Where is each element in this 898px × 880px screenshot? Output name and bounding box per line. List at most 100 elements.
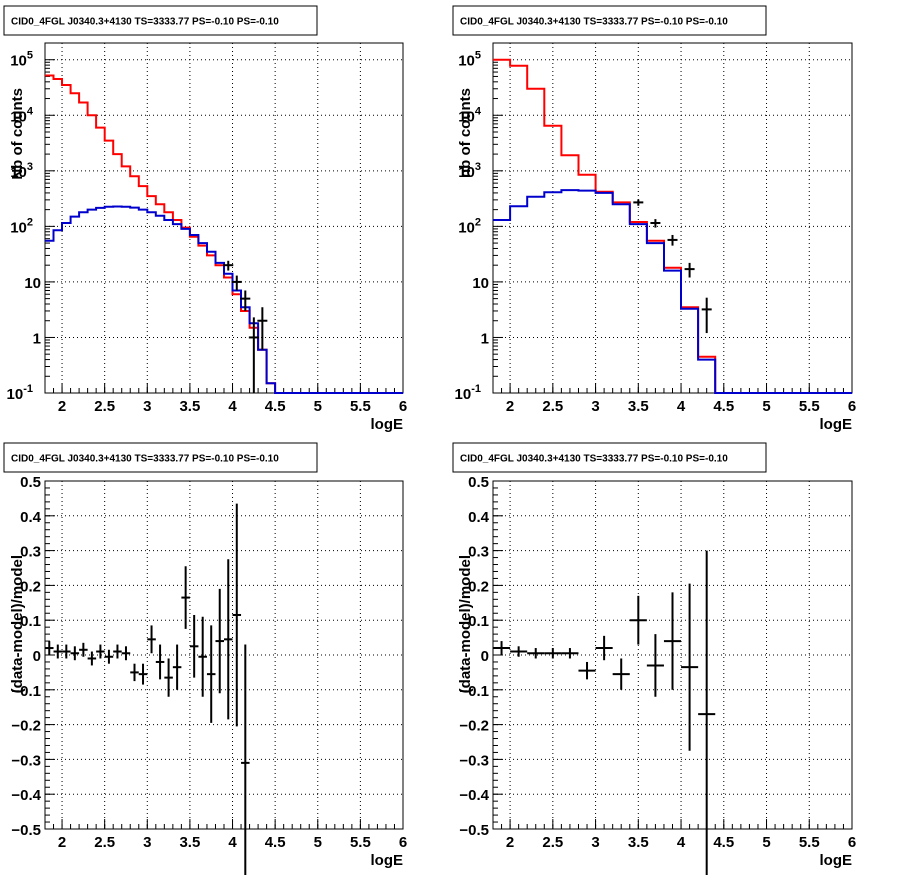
y-tick-label: 10-1 (455, 383, 481, 403)
x-tick-label: 4.5 (265, 398, 286, 415)
x-tick-label: 4.5 (265, 834, 286, 851)
x-tick-label: 5 (762, 398, 770, 415)
y-tick-label: −0.4 (459, 787, 489, 804)
y-tick-label: 0 (33, 648, 41, 665)
y-tick-label: −0.4 (11, 787, 41, 804)
y-tick-label: 105 (10, 50, 33, 70)
x-tick-label: 3.5 (628, 398, 649, 415)
y-tick-label: 0.5 (468, 474, 489, 491)
title-box (3, 5, 318, 36)
chart-title: CID0_4FGL J0340.3+4130 TS=3333.77 PS=-0.… (11, 454, 279, 465)
x-tick-label: 2 (58, 398, 66, 415)
x-tick-label: 3.5 (179, 398, 200, 415)
y-tick-label: −0.2 (459, 718, 489, 735)
x-tick-label: 3 (591, 834, 599, 851)
x-tick-label: 5.5 (799, 834, 820, 851)
residual-panel-left: CID0_4FGL J0340.3+4130 TS=3333.77 PS=-0.… (3, 442, 407, 880)
title-box (452, 5, 767, 36)
x-tick-label: 5 (314, 834, 322, 851)
x-axis-title: logE (371, 852, 404, 869)
x-axis-title: logE (371, 416, 404, 433)
x-tick-label: 3 (591, 398, 599, 415)
x-tick-label: 6 (848, 834, 856, 851)
y-axis-title: Nb of counts (9, 88, 26, 180)
x-tick-label: 5.5 (799, 398, 820, 415)
model-total-step (45, 74, 403, 394)
y-tick-label: 0.1 (20, 613, 41, 630)
y-tick-label: 0.3 (468, 544, 489, 561)
x-tick-label: 4.5 (713, 834, 734, 851)
title-box (452, 442, 767, 473)
x-tick-label: 2.5 (542, 834, 563, 851)
y-tick-label: 10 (24, 275, 41, 292)
x-tick-label: 4 (228, 398, 237, 415)
y-tick-label: 0.3 (20, 544, 41, 561)
y-tick-label: −0.5 (11, 822, 41, 839)
y-tick-label: 0.1 (468, 613, 489, 630)
counts-panel-left: CID0_4FGL J0340.3+4130 TS=3333.77 PS=-0.… (3, 5, 407, 433)
y-tick-label: 0 (481, 648, 489, 665)
y-tick-label: −0.1 (11, 683, 41, 700)
x-tick-label: 5 (314, 398, 322, 415)
y-tick-label: −0.1 (459, 683, 489, 700)
y-tick-label: 0.2 (468, 578, 489, 595)
y-tick-label: 1 (33, 330, 41, 347)
y-tick-label: 10-1 (7, 383, 33, 403)
counts-panel-right: CID0_4FGL J0340.3+4130 TS=3333.77 PS=-0.… (452, 5, 856, 433)
x-tick-label: 4.5 (713, 398, 734, 415)
residual-panel-right: CID0_4FGL J0340.3+4130 TS=3333.77 PS=-0.… (452, 442, 856, 878)
x-tick-label: 6 (848, 398, 856, 415)
y-tick-label: −0.2 (11, 718, 41, 735)
y-axis-title: (data-model)/model (9, 555, 26, 693)
x-tick-label: 4 (677, 398, 686, 415)
y-tick-label: 102 (458, 216, 481, 236)
y-axis-title: nb of counts (457, 88, 474, 178)
x-tick-label: 6 (399, 834, 407, 851)
y-axis-title: (data-model)/model (457, 555, 474, 693)
chart-title: CID0_4FGL J0340.3+4130 TS=3333.77 PS=-0.… (460, 454, 728, 465)
plot-frame (492, 42, 853, 394)
x-tick-label: 2 (506, 398, 514, 415)
y-tick-label: 0.4 (468, 509, 490, 526)
x-tick-label: 5.5 (350, 398, 371, 415)
y-tick-label: 10 (472, 275, 489, 292)
x-tick-label: 3.5 (179, 834, 200, 851)
y-tick-label: 104 (458, 105, 482, 125)
x-tick-label: 3.5 (628, 834, 649, 851)
chart-title: CID0_4FGL J0340.3+4130 TS=3333.77 PS=-0.… (460, 17, 728, 28)
y-tick-label: 1 (481, 330, 489, 347)
x-tick-label: 4 (228, 834, 237, 851)
y-tick-label: 105 (458, 50, 481, 70)
x-tick-label: 2 (506, 834, 514, 851)
y-tick-label: −0.5 (459, 822, 489, 839)
model-total-step (493, 58, 852, 394)
model-source-step (45, 205, 403, 394)
y-tick-label: 102 (10, 216, 33, 236)
plot-frame (44, 42, 404, 394)
y-tick-label: −0.3 (11, 752, 41, 769)
y-tick-label: 0.2 (20, 578, 41, 595)
x-tick-label: 6 (399, 398, 407, 415)
y-tick-label: 0.4 (20, 509, 42, 526)
x-tick-label: 5 (762, 834, 770, 851)
x-axis-title: logE (820, 416, 853, 433)
x-tick-label: 3 (143, 398, 151, 415)
y-tick-label: 103 (10, 161, 33, 181)
x-tick-label: 3 (143, 834, 151, 851)
x-tick-label: 2.5 (94, 834, 115, 851)
x-tick-label: 2 (58, 834, 66, 851)
x-axis-title: logE (820, 852, 853, 869)
chart-title: CID0_4FGL J0340.3+4130 TS=3333.77 PS=-0.… (11, 17, 279, 28)
y-tick-label: 104 (10, 105, 34, 125)
x-tick-label: 2.5 (94, 398, 115, 415)
y-tick-label: 103 (458, 161, 481, 181)
x-tick-label: 5.5 (350, 834, 371, 851)
x-tick-label: 4 (677, 834, 686, 851)
y-tick-label: −0.3 (459, 752, 489, 769)
y-tick-label: 0.5 (20, 474, 41, 491)
title-box (3, 442, 318, 473)
x-tick-label: 2.5 (542, 398, 563, 415)
model-source-step (493, 189, 852, 394)
